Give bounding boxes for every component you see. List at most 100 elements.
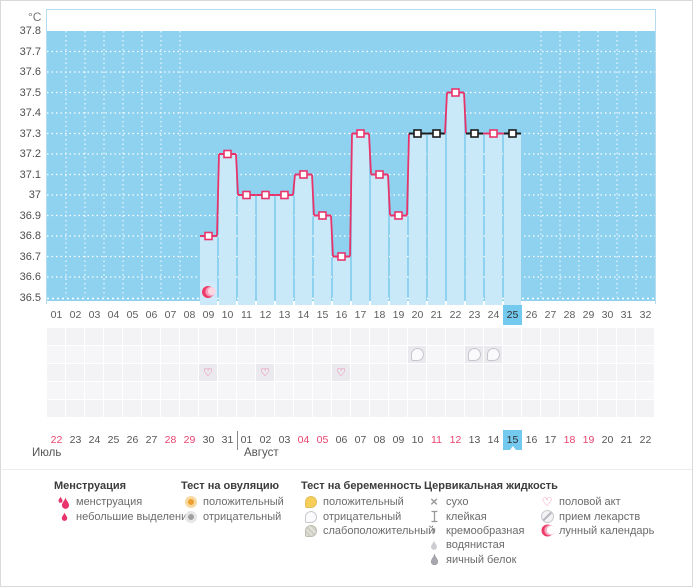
event-grid-cell[interactable] xyxy=(85,328,103,345)
cycle-day-cell[interactable]: 23 xyxy=(468,309,481,321)
temp-marker[interactable] xyxy=(299,170,308,179)
event-grid-cell[interactable] xyxy=(237,346,255,363)
event-grid-cell[interactable] xyxy=(617,382,635,399)
event-grid-cell[interactable] xyxy=(427,346,445,363)
calendar-date-cell[interactable]: 24 xyxy=(88,434,101,446)
event-grid-cell[interactable] xyxy=(47,364,65,381)
cycle-day-cell[interactable]: 10 xyxy=(221,309,234,321)
event-grid-cell[interactable] xyxy=(104,328,122,345)
calendar-date-cell[interactable]: 03 xyxy=(278,434,291,446)
calendar-date-cell[interactable]: 07 xyxy=(354,434,367,446)
calendar-date-cell[interactable]: 15 xyxy=(503,430,522,450)
calendar-date-cell[interactable]: 26 xyxy=(126,434,139,446)
event-grid-cell[interactable] xyxy=(313,346,331,363)
event-grid-cell[interactable] xyxy=(598,382,616,399)
cycle-day-cell[interactable]: 30 xyxy=(601,309,614,321)
event-grid-cell[interactable] xyxy=(180,328,198,345)
event-grid-cell[interactable] xyxy=(351,382,369,399)
event-grid-cell[interactable] xyxy=(66,328,84,345)
temp-marker[interactable] xyxy=(337,252,346,261)
event-grid-cell[interactable] xyxy=(47,382,65,399)
event-grid-cell[interactable] xyxy=(85,400,103,417)
event-grid-cell[interactable] xyxy=(142,382,160,399)
calendar-date-cell[interactable]: 10 xyxy=(411,434,424,446)
calendar-date-cell[interactable]: 22 xyxy=(50,434,63,446)
event-grid-cell[interactable] xyxy=(313,382,331,399)
event-grid-cell[interactable] xyxy=(123,346,141,363)
event-grid-cell[interactable] xyxy=(465,328,483,345)
lunar-marker-icon[interactable] xyxy=(200,282,217,302)
event-grid-cell[interactable] xyxy=(104,346,122,363)
event-grid-cell[interactable] xyxy=(66,346,84,363)
event-grid-cell[interactable] xyxy=(47,328,65,345)
event-grid-cell[interactable] xyxy=(598,328,616,345)
event-grid-cell[interactable] xyxy=(541,364,559,381)
event-grid-cell[interactable] xyxy=(446,382,464,399)
event-grid-cell[interactable] xyxy=(560,346,578,363)
event-grid-cell[interactable] xyxy=(275,382,293,399)
temp-marker[interactable] xyxy=(451,88,460,97)
calendar-date-cell[interactable]: 08 xyxy=(373,434,386,446)
event-grid-cell[interactable] xyxy=(275,346,293,363)
event-grid-cell[interactable] xyxy=(161,328,179,345)
event-grid-cell[interactable] xyxy=(503,400,521,417)
calendar-date-cell[interactable]: 02 xyxy=(259,434,272,446)
temp-bar[interactable] xyxy=(485,133,502,306)
event-grid-cell[interactable] xyxy=(484,364,502,381)
event-grid-cell[interactable] xyxy=(370,364,388,381)
event-grid-cell[interactable] xyxy=(541,382,559,399)
event-grid-cell[interactable] xyxy=(370,328,388,345)
event-grid-cell[interactable] xyxy=(351,364,369,381)
calendar-date-cell[interactable]: 17 xyxy=(544,434,557,446)
cycle-day-cell[interactable]: 18 xyxy=(373,309,386,321)
event-grid-cell[interactable] xyxy=(408,382,426,399)
event-grid-cell[interactable] xyxy=(427,328,445,345)
calendar-date-cell[interactable]: 14 xyxy=(487,434,500,446)
calendar-date-cell[interactable]: 18 xyxy=(563,434,576,446)
calendar-date-cell[interactable]: 12 xyxy=(449,434,462,446)
event-grid-cell[interactable] xyxy=(484,400,502,417)
event-grid-cell[interactable] xyxy=(617,346,635,363)
cycle-day-cell[interactable]: 11 xyxy=(241,309,252,321)
event-grid-cell[interactable] xyxy=(598,346,616,363)
temp-marker[interactable] xyxy=(470,129,479,138)
event-grid-cell[interactable] xyxy=(218,364,236,381)
chart-plot[interactable] xyxy=(46,9,656,305)
event-grid-cell[interactable] xyxy=(408,364,426,381)
cycle-day-cell[interactable]: 14 xyxy=(297,309,310,321)
event-grid-cell[interactable] xyxy=(294,400,312,417)
event-grid-cell[interactable] xyxy=(446,400,464,417)
event-grid-cell[interactable] xyxy=(237,328,255,345)
event-grid-cell[interactable] xyxy=(256,382,274,399)
temp-marker[interactable] xyxy=(261,190,270,200)
event-grid-cell[interactable] xyxy=(522,382,540,399)
temp-marker[interactable] xyxy=(394,211,403,220)
event-grid-cell[interactable] xyxy=(218,328,236,345)
event-grid-cell[interactable] xyxy=(408,400,426,417)
event-grid-cell[interactable] xyxy=(180,382,198,399)
cycle-day-cell[interactable]: 15 xyxy=(316,309,329,321)
event-grid-cell[interactable] xyxy=(256,328,274,345)
temp-bar[interactable] xyxy=(314,215,331,306)
cycle-day-cell[interactable]: 26 xyxy=(525,309,538,321)
cycle-day-cell[interactable]: 03 xyxy=(88,309,101,321)
calendar-date-cell[interactable]: 06 xyxy=(335,434,348,446)
event-grid-cell[interactable] xyxy=(598,364,616,381)
calendar-date-cell[interactable]: 21 xyxy=(620,434,633,446)
event-grid-cell[interactable]: ♡ xyxy=(256,364,274,381)
event-grid-cell[interactable] xyxy=(427,364,445,381)
event-grid-cell[interactable] xyxy=(370,382,388,399)
event-grid-cell[interactable] xyxy=(465,400,483,417)
event-grid-cell[interactable] xyxy=(484,382,502,399)
event-grid-cell[interactable] xyxy=(180,400,198,417)
event-grid-cell[interactable] xyxy=(123,364,141,381)
event-grid-cell[interactable] xyxy=(465,364,483,381)
event-grid-cell[interactable] xyxy=(636,364,654,381)
calendar-date-cell[interactable]: 13 xyxy=(468,434,481,446)
calendar-date-cell[interactable]: 20 xyxy=(601,434,614,446)
event-grid-cell[interactable] xyxy=(294,382,312,399)
event-grid-cell[interactable] xyxy=(636,346,654,363)
event-grid-cell[interactable] xyxy=(66,400,84,417)
cycle-day-cell[interactable]: 08 xyxy=(183,309,196,321)
temp-bar[interactable] xyxy=(238,195,255,305)
